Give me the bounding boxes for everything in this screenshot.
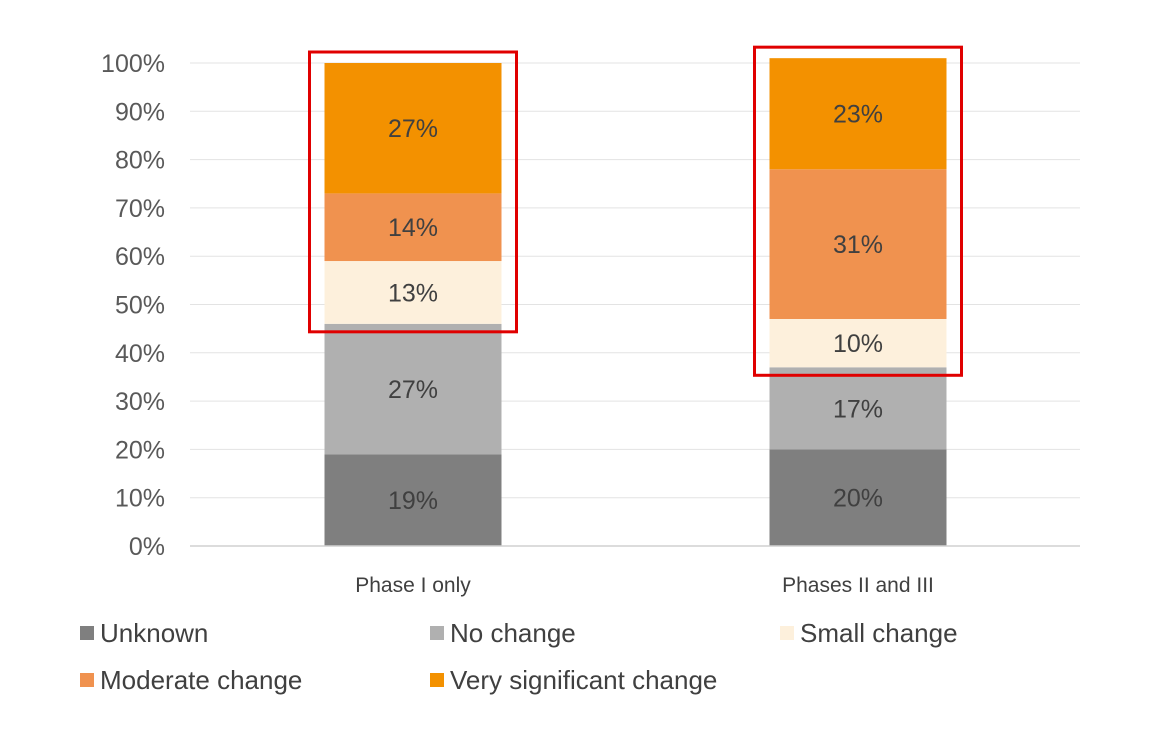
highlight-box <box>753 45 963 377</box>
data-label: 23% <box>833 101 883 129</box>
bar-segment <box>324 261 502 324</box>
legend-swatch <box>80 626 94 640</box>
legend-swatch <box>430 673 444 687</box>
y-tick-label: 80% <box>115 147 165 175</box>
y-tick-label: 30% <box>115 388 165 416</box>
bar-segment <box>324 193 502 262</box>
y-tick-label: 50% <box>115 292 165 320</box>
data-label: 10% <box>833 330 883 358</box>
y-tick-label: 70% <box>115 195 165 223</box>
legend-label: Very significant change <box>450 665 717 695</box>
y-tick-label: 40% <box>115 340 165 368</box>
data-label: 17% <box>833 395 883 423</box>
bars <box>324 58 947 546</box>
category-label: Phase I only <box>355 574 471 597</box>
highlight-box <box>308 50 518 334</box>
bar-segment <box>769 318 947 368</box>
bar-segment <box>769 58 947 170</box>
bar-segment <box>324 454 502 546</box>
data-label: 14% <box>388 214 438 242</box>
bar-segment <box>324 63 502 194</box>
segment-labels: 19% 27% 13% 14% 27% 20% 17% 10% 31% 23% <box>388 101 883 515</box>
data-label: 31% <box>833 231 883 259</box>
y-tick-label: 0% <box>129 533 165 561</box>
category-label: Phases II and III <box>782 574 934 597</box>
legend-label: Moderate change <box>100 665 302 695</box>
data-label: 20% <box>833 485 883 513</box>
y-axis-tick-labels: 0% 10% 20% 30% 40% 50% 60% 70% 80% 90% 100% <box>101 50 165 561</box>
data-label: 19% <box>388 487 438 515</box>
data-label: 13% <box>388 279 438 307</box>
legend-swatch <box>80 673 94 687</box>
data-label: 27% <box>388 376 438 404</box>
y-tick-label: 10% <box>115 485 165 513</box>
legend-label: Small change <box>800 618 958 648</box>
data-label: 27% <box>388 115 438 143</box>
y-tick-label: 20% <box>115 436 165 464</box>
bar-segment <box>769 449 947 546</box>
y-tick-label: 90% <box>115 98 165 126</box>
y-tick-label: 60% <box>115 243 165 271</box>
highlight-boxes <box>308 45 963 377</box>
legend-swatch <box>780 626 794 640</box>
legend: Unknown No change Small change Moderate cha… <box>80 618 958 695</box>
legend-swatch <box>430 626 444 640</box>
bar-segment <box>769 367 947 450</box>
legend-label: No change <box>450 618 576 648</box>
bar-segment <box>324 323 502 455</box>
legend-label: Unknown <box>100 618 208 648</box>
category-labels: Phase I only Phases II and III <box>355 574 934 597</box>
y-tick-label: 100% <box>101 50 165 78</box>
bar-segment <box>769 169 947 319</box>
